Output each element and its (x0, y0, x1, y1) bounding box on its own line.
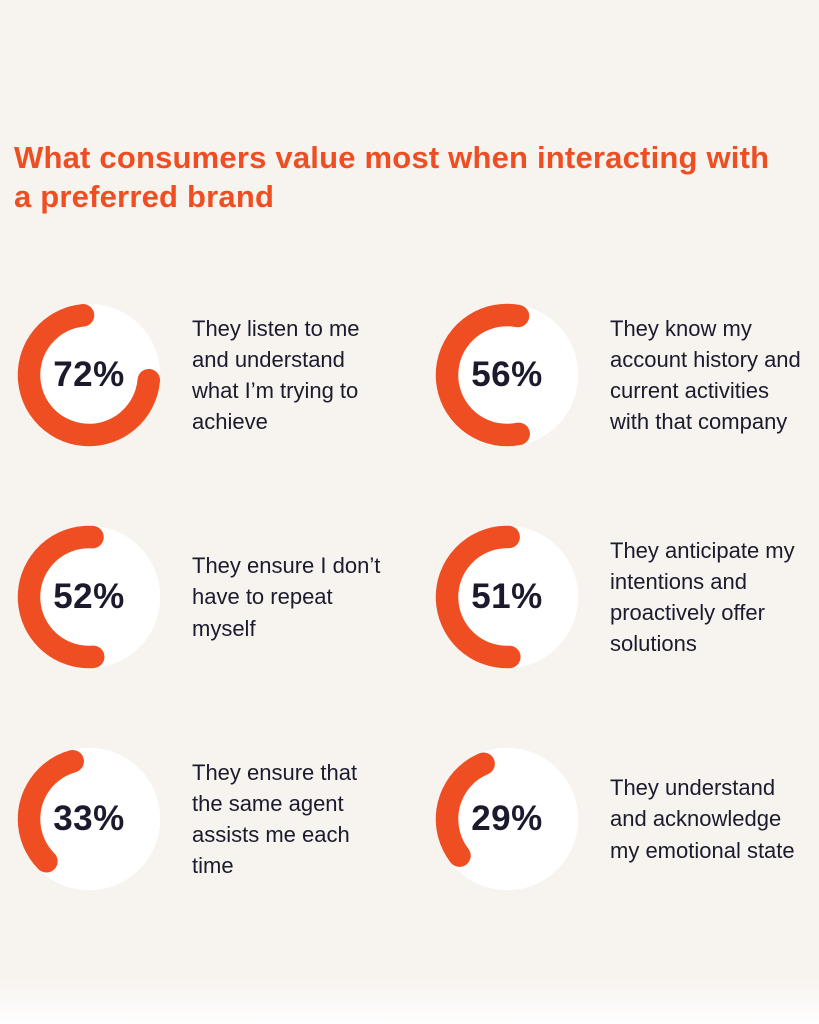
percent-label: 29% (471, 799, 543, 838)
bottom-fade (0, 976, 819, 1024)
percent-label: 72% (53, 355, 125, 394)
donut-chart: 52% (14, 522, 164, 672)
stat-description: They listen to me and understand what I’… (192, 315, 360, 435)
percent-label: 51% (471, 577, 543, 616)
donut-ring-icon (435, 303, 579, 447)
stat-item: 52% They ensure I don’t have to repeat my… (14, 522, 432, 672)
donut-ring-icon (435, 525, 579, 669)
page-title: What consumers value most when interacti… (14, 140, 770, 215)
donut-ring-icon (435, 747, 579, 891)
stat-item: 51% They anticipate my intentions and pro… (432, 522, 805, 672)
donut-chart: 72% (14, 300, 164, 450)
percent-label: 52% (53, 577, 125, 616)
stat-description: They ensure I don’t have to repeat mysel… (192, 553, 381, 641)
stat-item: 56% They know my account history and curr… (432, 300, 805, 450)
percent-label: 56% (471, 355, 543, 394)
stat-item: 72% They listen to me and understand what… (14, 300, 432, 450)
donut-ring-icon (17, 747, 161, 891)
stats-grid: 72% They listen to me and understand what… (14, 300, 805, 894)
stat-description: They ensure that the same agent assists … (192, 759, 358, 879)
percent-label: 33% (53, 799, 125, 838)
donut-ring-icon (17, 525, 161, 669)
donut-chart: 33% (14, 744, 164, 894)
stat-description: They anticipate my intentions and proact… (610, 537, 795, 657)
stat-description: They understand and acknowledge my emoti… (610, 775, 795, 863)
stat-item: 29% They understand and acknowledge my em… (432, 744, 805, 894)
stat-description: They know my account history and current… (610, 315, 801, 435)
donut-chart: 51% (432, 522, 582, 672)
donut-chart: 56% (432, 300, 582, 450)
stat-item: 33% They ensure that the same agent assis… (14, 744, 432, 894)
donut-ring-icon (17, 303, 161, 447)
donut-chart: 29% (432, 744, 582, 894)
